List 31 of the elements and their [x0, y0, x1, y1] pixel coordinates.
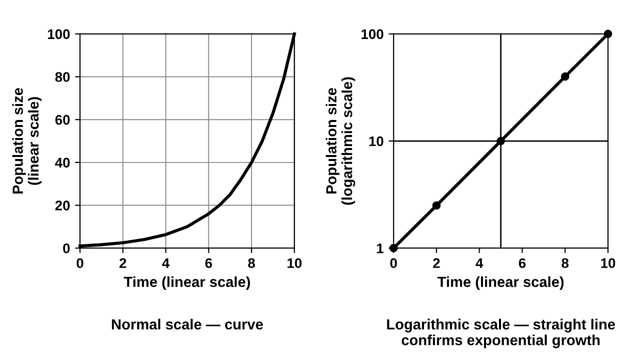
y-tick-label: 100 [362, 29, 384, 40]
y-tick-label: 0 [63, 243, 70, 254]
text: Logarithmic scale — straight line confirms exponential growth [387, 318, 615, 348]
x-tick-label: 8 [562, 258, 569, 268]
y-tick-label: 80 [55, 72, 70, 82]
y-tick-label: 100 [48, 29, 70, 40]
x-tick-label: 10 [601, 258, 616, 268]
y-axis-title: Population size (logarithmic scale) [326, 77, 356, 205]
x-tick-label: 4 [162, 258, 170, 268]
x-tick-label: 6 [518, 258, 526, 268]
point [604, 30, 612, 38]
point [496, 136, 505, 146]
y-tick-label: 10 [369, 136, 384, 146]
text: Normal scale — curve [112, 318, 263, 330]
x-tick-label: 2 [120, 258, 126, 268]
x-tick-label: 6 [205, 258, 212, 268]
x-axis-title: Time (linear scale) [437, 276, 564, 290]
x-tick-label: 2 [433, 258, 440, 268]
point [432, 201, 441, 210]
y-tick-label: 20 [55, 200, 70, 210]
x-tick-label: 10 [288, 258, 302, 268]
y-tick-label: 60 [55, 114, 70, 125]
x-tick-label: 8 [248, 258, 255, 268]
x-tick-label: 0 [76, 258, 84, 268]
x-axis-title: Time (linear scale) [124, 276, 250, 290]
y-tick-label: 1 [377, 244, 384, 254]
x-tick-label: 4 [476, 258, 484, 268]
y-axis-title: Population size (linear scale) [12, 88, 42, 194]
point [560, 72, 570, 81]
x-tick-label: 0 [390, 258, 397, 268]
y-tick-label: 40 [55, 158, 70, 168]
